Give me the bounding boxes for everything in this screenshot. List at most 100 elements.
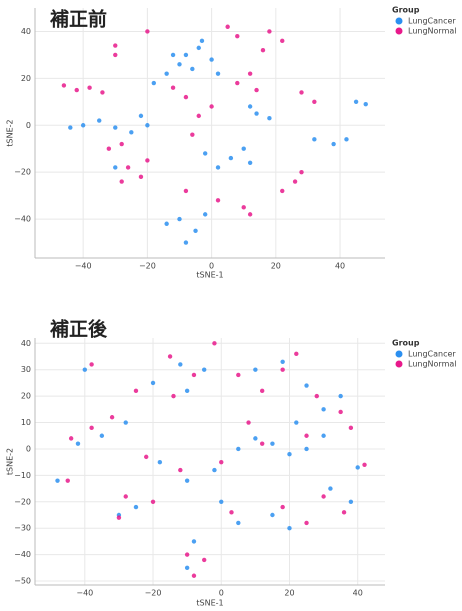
chart-title: 補正後 bbox=[49, 318, 108, 341]
point bbox=[89, 362, 94, 367]
point bbox=[215, 71, 221, 76]
point bbox=[178, 467, 183, 473]
point bbox=[246, 420, 251, 425]
point bbox=[191, 372, 197, 378]
point bbox=[331, 141, 336, 147]
point bbox=[80, 123, 86, 128]
point bbox=[287, 526, 292, 531]
point bbox=[100, 90, 105, 95]
point bbox=[183, 240, 189, 245]
point bbox=[196, 45, 201, 51]
point bbox=[253, 367, 258, 372]
point bbox=[338, 409, 343, 415]
point bbox=[235, 80, 240, 86]
point bbox=[212, 341, 217, 346]
point bbox=[119, 179, 124, 184]
point bbox=[113, 52, 118, 58]
point bbox=[215, 198, 221, 203]
point bbox=[167, 354, 173, 359]
point bbox=[164, 71, 169, 76]
point bbox=[177, 62, 182, 67]
point bbox=[97, 118, 102, 123]
point bbox=[144, 454, 149, 460]
point bbox=[321, 433, 326, 438]
x-tick-label: −20 bbox=[145, 589, 162, 598]
point bbox=[225, 24, 230, 29]
point bbox=[348, 499, 354, 504]
point bbox=[241, 146, 246, 151]
point bbox=[341, 510, 347, 515]
y-tick-label: −40 bbox=[14, 550, 31, 559]
legend-swatch bbox=[395, 360, 403, 368]
point bbox=[75, 441, 81, 446]
point bbox=[328, 486, 333, 491]
point bbox=[113, 125, 118, 130]
point bbox=[82, 367, 88, 372]
y-tick-label: −40 bbox=[14, 215, 31, 224]
point bbox=[151, 80, 157, 86]
legend-label: LungCancer bbox=[408, 350, 456, 359]
point bbox=[138, 174, 144, 180]
legend-title: Group bbox=[392, 6, 420, 15]
y-tick-label: −10 bbox=[14, 471, 31, 480]
point bbox=[183, 188, 189, 194]
x-axis-label: tSNE-1 bbox=[196, 599, 223, 608]
point bbox=[236, 372, 241, 378]
point bbox=[61, 83, 67, 88]
point bbox=[171, 393, 176, 399]
legend-swatch bbox=[395, 17, 403, 25]
point bbox=[191, 539, 197, 544]
chart-title: 補正前 bbox=[49, 8, 107, 31]
point bbox=[209, 57, 214, 62]
point bbox=[170, 52, 176, 58]
point bbox=[190, 66, 195, 72]
point bbox=[304, 383, 309, 388]
legend-label: LungCancer bbox=[408, 17, 456, 26]
point bbox=[353, 99, 359, 105]
point bbox=[191, 573, 197, 578]
x-tick-label: 0 bbox=[219, 589, 224, 598]
legend-label: LungNormal bbox=[408, 360, 456, 369]
point bbox=[113, 165, 118, 170]
point bbox=[164, 221, 169, 226]
point bbox=[228, 155, 234, 161]
point bbox=[267, 29, 272, 34]
y-tick-label: −50 bbox=[14, 577, 31, 586]
point bbox=[294, 420, 299, 425]
x-tick-label: 0 bbox=[209, 262, 214, 271]
point bbox=[294, 351, 299, 357]
point bbox=[235, 33, 240, 39]
point bbox=[236, 446, 241, 452]
point bbox=[119, 141, 124, 147]
point bbox=[229, 510, 234, 515]
point bbox=[74, 87, 79, 93]
point bbox=[215, 165, 221, 170]
point bbox=[247, 71, 253, 76]
legend-title: Group bbox=[392, 339, 420, 348]
y-tick-label: −30 bbox=[14, 524, 31, 533]
point bbox=[193, 228, 198, 233]
point bbox=[314, 393, 319, 399]
x-tick-label: −40 bbox=[76, 589, 93, 598]
point bbox=[190, 132, 195, 137]
point bbox=[177, 216, 182, 222]
point bbox=[109, 415, 115, 420]
y-tick-label: 40 bbox=[21, 27, 31, 36]
point bbox=[280, 504, 285, 510]
point bbox=[145, 158, 150, 163]
point bbox=[199, 38, 205, 44]
point bbox=[338, 393, 343, 399]
point bbox=[247, 160, 253, 165]
legend-swatch bbox=[395, 350, 403, 358]
point bbox=[292, 179, 298, 184]
point bbox=[299, 90, 304, 95]
y-tick-label: 20 bbox=[21, 74, 31, 83]
x-tick-label: 40 bbox=[353, 589, 363, 598]
point bbox=[106, 146, 112, 151]
point bbox=[304, 446, 309, 452]
point bbox=[184, 478, 190, 483]
point bbox=[212, 467, 217, 473]
point bbox=[138, 113, 144, 119]
y-tick-label: 20 bbox=[21, 392, 31, 401]
